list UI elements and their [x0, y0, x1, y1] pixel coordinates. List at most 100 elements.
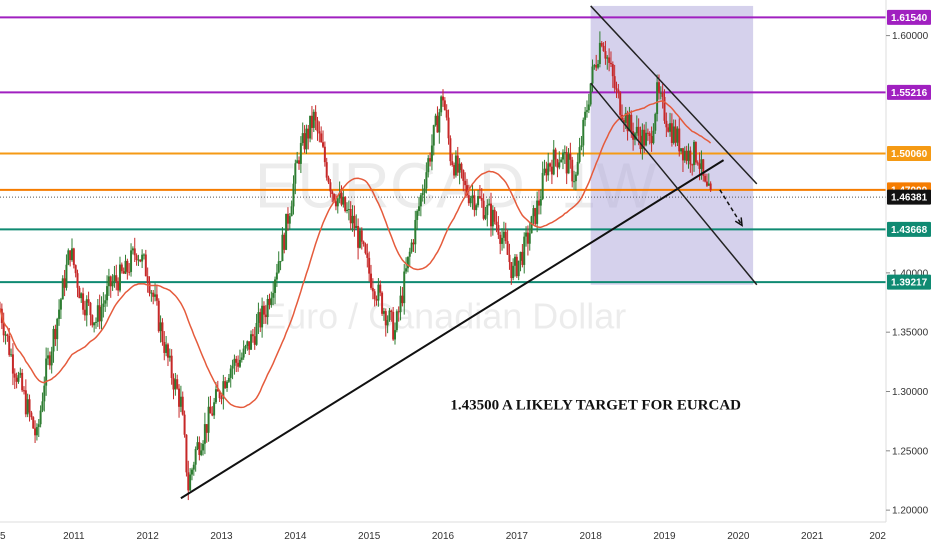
candle-body	[493, 209, 496, 222]
candle-body	[137, 259, 140, 261]
candle-body	[521, 251, 524, 265]
candle-body	[532, 208, 535, 217]
candle-body	[248, 341, 251, 350]
candle-body	[209, 406, 212, 414]
candle-body	[646, 132, 649, 134]
candle-body	[98, 305, 101, 322]
candle-body	[704, 175, 707, 182]
level-price-tag-label: 1.55216	[891, 88, 928, 99]
candle-body	[698, 163, 701, 169]
candle-body	[574, 174, 577, 182]
candle-body	[144, 254, 147, 277]
candle-body	[392, 311, 395, 340]
candle-body	[34, 428, 37, 436]
candle-body	[115, 275, 118, 282]
candle-body	[10, 354, 13, 356]
candle-body	[96, 305, 99, 322]
candle-body	[453, 165, 456, 176]
candle-body	[266, 298, 269, 318]
candle-body	[508, 254, 511, 263]
candle-body	[471, 195, 474, 199]
candle-body	[418, 206, 421, 211]
x-tick-label: 2020	[727, 531, 750, 542]
candle-body	[467, 195, 470, 204]
candle-body	[388, 310, 391, 321]
candle-body	[611, 64, 614, 77]
candle-body	[72, 248, 75, 266]
candle-body	[189, 474, 192, 491]
candle-body	[322, 142, 325, 147]
candle-body	[246, 341, 249, 347]
candle-body	[43, 385, 46, 402]
candle-body	[478, 196, 481, 198]
candle-body	[235, 358, 238, 363]
candle-body	[135, 255, 138, 260]
candle-body	[279, 261, 282, 263]
candle-body	[410, 242, 413, 252]
candle-body	[216, 389, 219, 392]
candle-body	[434, 115, 437, 126]
channel-upper-line	[590, 5, 758, 185]
candle-body	[554, 149, 557, 160]
y-tick-label: 1.25000	[892, 446, 929, 457]
candle-body	[118, 264, 121, 291]
candle-body	[539, 199, 542, 206]
candle-body	[403, 271, 406, 304]
candle-body	[205, 424, 208, 433]
y-tick-label: 1.35000	[892, 328, 929, 339]
candle-body	[624, 112, 627, 123]
candle-body	[89, 302, 92, 316]
level-price-tag-label: 1.50060	[891, 149, 928, 160]
candle-body	[166, 344, 169, 358]
candle-body	[329, 182, 332, 192]
candle-body	[584, 111, 587, 120]
candle-body	[645, 132, 648, 146]
candle-body	[124, 260, 127, 274]
candle-body	[502, 231, 505, 238]
candle-body	[406, 256, 409, 269]
candle-body	[19, 372, 22, 376]
candle-body	[353, 215, 356, 229]
candle-body	[399, 295, 402, 313]
candle-body	[473, 195, 476, 211]
candle-body	[305, 128, 308, 150]
candle-body	[549, 163, 552, 167]
candle-body	[488, 203, 491, 206]
candle-body	[70, 248, 73, 261]
candle-body	[580, 145, 583, 148]
candle-body	[87, 299, 90, 303]
candle-body	[381, 292, 384, 314]
candle-body	[683, 150, 686, 161]
candle-body	[54, 328, 57, 340]
candle-body	[251, 334, 254, 337]
candle-body	[238, 359, 241, 367]
candle-body	[281, 234, 284, 262]
candle-body	[113, 275, 116, 282]
candle-body	[174, 379, 177, 390]
candle-body	[63, 278, 66, 288]
candle-body	[277, 261, 280, 273]
x-tick-label: 2015	[358, 531, 381, 542]
candle-body	[648, 133, 651, 136]
candle-body	[296, 160, 299, 164]
candle-body	[670, 123, 673, 143]
candle-body	[375, 299, 378, 301]
candle-body	[159, 322, 162, 332]
candle-body	[102, 303, 105, 308]
candle-body	[663, 96, 666, 121]
candle-body	[643, 129, 646, 146]
candle-body	[106, 286, 109, 301]
candle-body	[617, 89, 620, 93]
candle-body	[606, 57, 609, 59]
annotation-text: 1.43500 A LIKELY TARGET FOR EURCAD	[450, 397, 741, 413]
candle-body	[362, 241, 365, 245]
candle-body	[430, 145, 433, 162]
candle-body	[196, 442, 199, 450]
candle-body	[451, 161, 454, 166]
candle-body	[172, 377, 175, 390]
candle-body	[58, 309, 61, 319]
candle-body	[128, 271, 131, 273]
candle-body	[310, 115, 313, 128]
